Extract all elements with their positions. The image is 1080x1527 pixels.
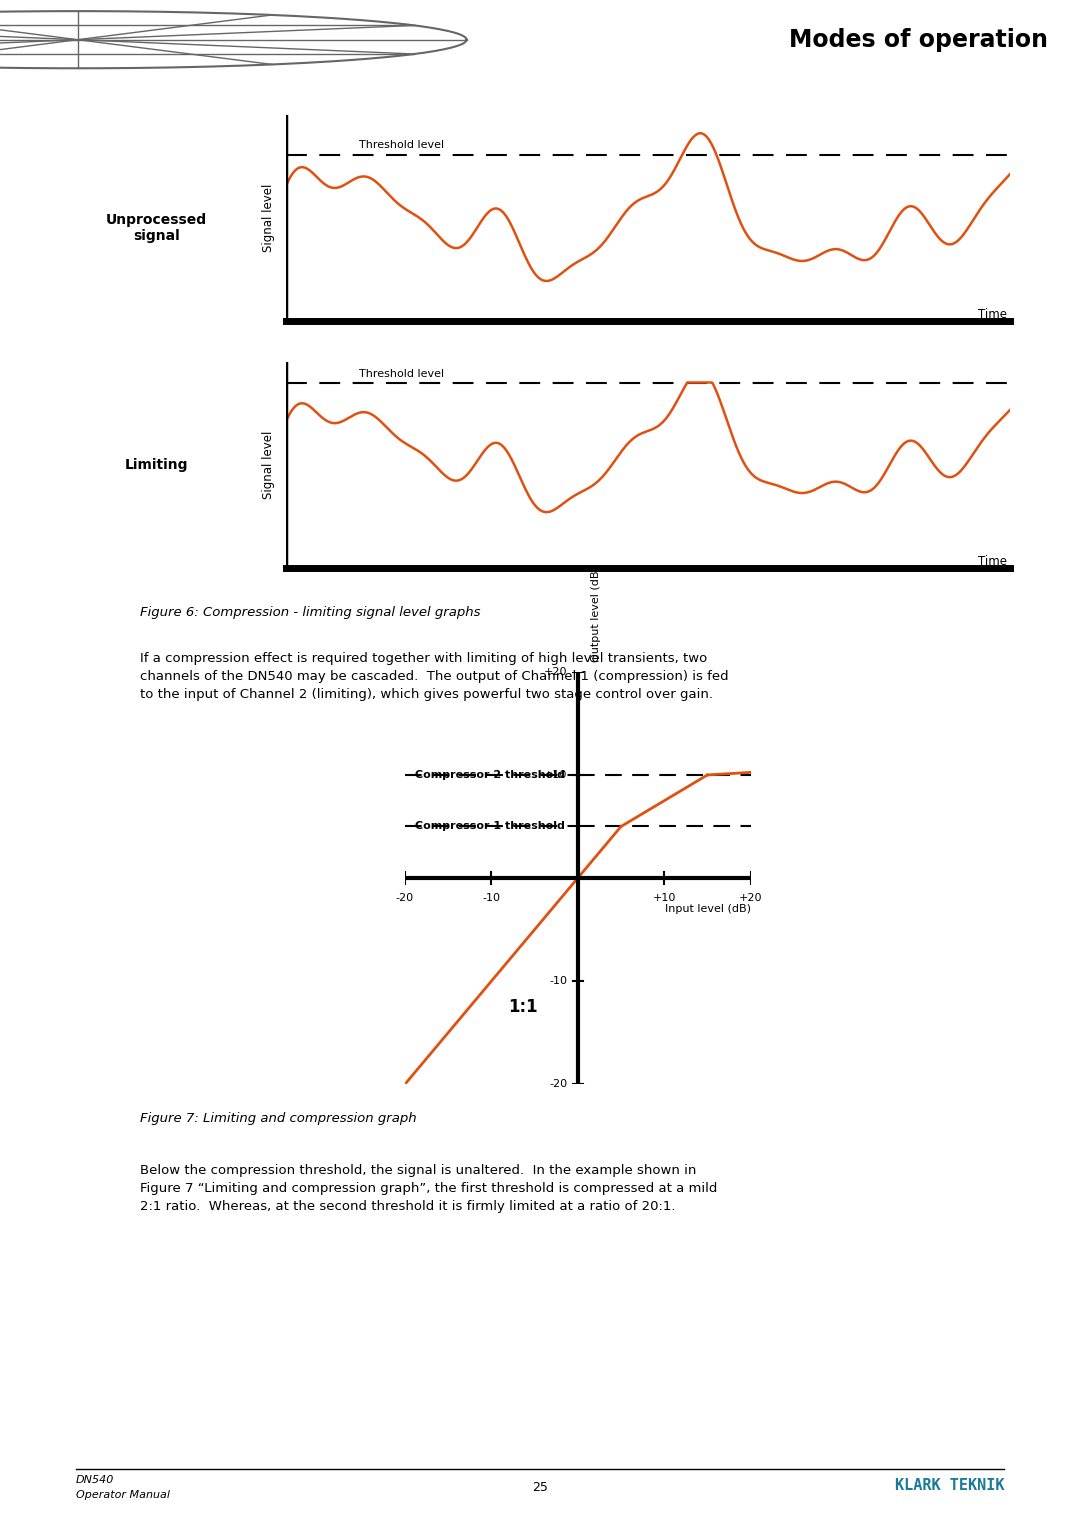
Text: +20: +20 [739,893,762,904]
Text: Time: Time [978,307,1007,321]
Text: Unprocessed
signal: Unprocessed signal [106,212,207,243]
Text: Signal level: Signal level [262,183,275,252]
Text: -20: -20 [550,1080,567,1089]
Text: Below the compression threshold, the signal is unaltered.  In the example shown : Below the compression threshold, the sig… [140,1164,718,1212]
Text: Input level (dB): Input level (dB) [664,904,751,913]
Text: Limiting: Limiting [125,458,188,472]
Text: Time: Time [978,554,1007,568]
Text: -10: -10 [550,976,567,986]
Text: Output level (dB): Output level (dB) [591,565,600,661]
Text: +10: +10 [652,893,676,904]
Text: If a compression effect is required together with limiting of high level transie: If a compression effect is required toge… [140,652,729,701]
Text: Compressor 1 threshold: Compressor 1 threshold [415,822,565,832]
Text: -10: -10 [483,893,500,904]
Text: Figure 7: Limiting and compression graph: Figure 7: Limiting and compression graph [140,1112,417,1125]
Text: +20: +20 [544,667,567,676]
Text: +10: +10 [544,770,567,780]
Text: DN540: DN540 [76,1475,114,1486]
Text: Figure 6: Compression - limiting signal level graphs: Figure 6: Compression - limiting signal … [140,606,481,620]
Text: Compressor 2 threshold: Compressor 2 threshold [415,770,565,780]
Text: KLARK TEKNIK: KLARK TEKNIK [895,1478,1004,1493]
Text: Threshold level: Threshold level [359,370,444,379]
Text: 1:1: 1:1 [509,999,538,1015]
Text: Modes of operation: Modes of operation [788,27,1048,52]
Text: Signal level: Signal level [262,431,275,499]
Text: Threshold level: Threshold level [359,140,444,150]
Text: 25: 25 [532,1481,548,1495]
Text: -20: -20 [396,893,414,904]
Text: Operator Manual: Operator Manual [76,1490,170,1501]
